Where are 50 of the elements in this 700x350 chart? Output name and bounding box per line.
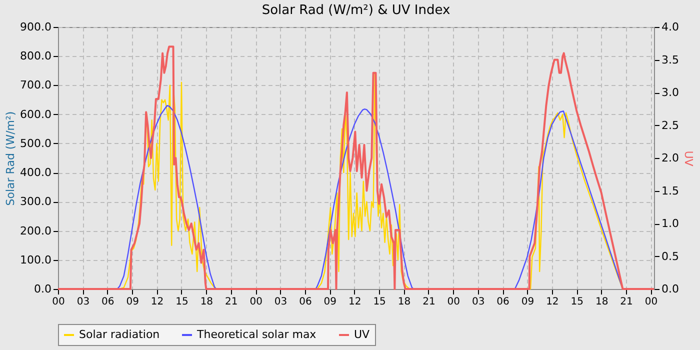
x-tick-label: 18 — [200, 296, 214, 308]
y2-tick-label: 2.0 — [662, 152, 679, 164]
y2-tick-label: 3.5 — [662, 53, 679, 66]
y-tick-label: 200.0 — [20, 224, 52, 238]
y-tick-label: 800.0 — [20, 50, 52, 63]
y2-tick-label: 1.5 — [662, 184, 679, 198]
x-tick-label: 00 — [250, 296, 262, 308]
y-axis-title: Solar Rad (W/m²) — [4, 111, 18, 206]
x-tick-label: 06 — [299, 296, 312, 308]
y2-tick-label: 1.0 — [662, 217, 679, 230]
x-tick-label: 15 — [373, 296, 386, 308]
chart-title: Solar Rad (W/m²) & UV Index — [262, 3, 450, 18]
x-tick-label: 09 — [324, 296, 337, 308]
x-tick-label: 00 — [52, 296, 65, 308]
legend-label: UV — [354, 328, 370, 341]
x-tick-label: 12 — [150, 296, 164, 308]
y2-tick-label: 0.0 — [662, 282, 679, 296]
x-tick-label: 18 — [398, 296, 411, 308]
x-tick-label: 21 — [620, 296, 633, 308]
x-tick-label: 21 — [422, 296, 436, 308]
y2-tick-label: 4.0 — [662, 20, 679, 34]
y2-tick-label: 2.5 — [662, 118, 679, 132]
y-tick-label: 300.0 — [20, 195, 52, 208]
x-tick-label: 09 — [126, 296, 139, 308]
x-tick-label: 15 — [570, 296, 584, 308]
y2-tick-label: 0.5 — [662, 250, 679, 263]
legend-label: Theoretical solar max — [196, 328, 317, 341]
x-tick-label: 12 — [348, 296, 362, 308]
x-tick-label: 06 — [496, 296, 510, 308]
y-tick-label: 100.0 — [20, 253, 52, 266]
y2-tick-label: 3.0 — [662, 86, 679, 99]
x-tick-label: 06 — [102, 296, 114, 308]
x-tick-label: 09 — [521, 296, 534, 308]
x-tick-label: 03 — [274, 296, 288, 308]
x-tick-label: 21 — [225, 296, 238, 308]
x-tick-label: 18 — [595, 296, 608, 308]
y-tick-label: 700.0 — [20, 78, 52, 92]
y-tick-label: 900.0 — [20, 20, 52, 34]
x-tick-label: 12 — [546, 296, 559, 308]
y-tick-label: 600.0 — [20, 108, 52, 121]
y-tick-label: 500.0 — [20, 136, 52, 150]
x-tick-label: 03 — [472, 296, 485, 308]
x-tick-label: 00 — [447, 296, 460, 308]
x-tick-label: 03 — [76, 296, 90, 308]
x-tick-label: 15 — [176, 296, 188, 308]
x-tick-label: 00 — [644, 296, 658, 308]
y-tick-label: 0.0 — [34, 282, 52, 296]
y-tick-label: 400.0 — [20, 166, 52, 180]
legend-label: Solar radiation — [79, 328, 160, 341]
y2-axis-title: UV — [682, 150, 695, 167]
